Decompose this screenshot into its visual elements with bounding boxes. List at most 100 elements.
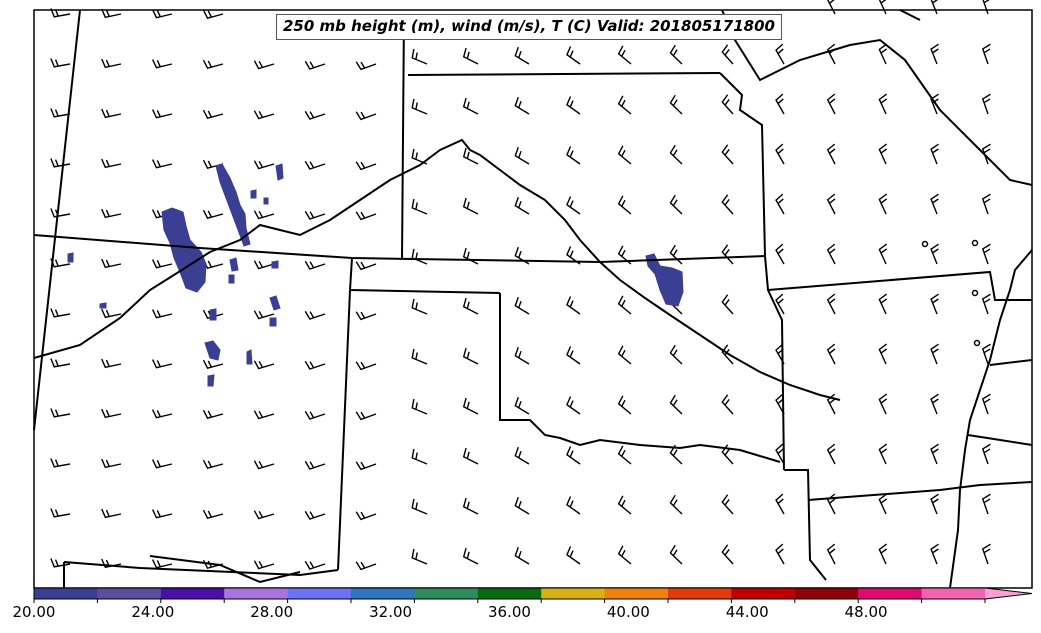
wind-barb [462,197,479,215]
colorbar-tick-label: 36.00 [488,603,531,621]
wind-barb [462,447,479,465]
jet-streak-wy-north [215,163,251,247]
wind-barb [253,60,275,70]
wind-barb [253,460,275,470]
wind-barb [878,93,888,115]
wind-barb [151,9,173,19]
wind-barb [355,161,377,171]
colorbar-tick-label: 32.00 [369,603,413,621]
calm-markers [921,239,981,347]
wind-barb [721,494,734,515]
wind-barb [355,511,377,521]
wind-barb [981,43,991,65]
wind-barb [514,547,530,565]
colorbar-tick-label: 20.00 [12,603,56,621]
wind-barb [878,243,888,265]
wind-barb [253,110,275,120]
wind-barb [304,360,326,370]
wind-barb [930,393,939,415]
jet-fleck-12 [67,252,74,263]
wind-barb [304,410,326,420]
colorbar-segment [858,588,923,599]
state-line-ne-ia [719,72,766,257]
wind-barb [355,261,377,271]
wind-barb [101,408,122,419]
wind-barb [304,460,326,470]
wind-barb [617,395,632,415]
wind-barb [826,343,836,365]
wind-barb [355,111,377,121]
wind-barb [721,144,734,165]
wind-barb [775,193,785,215]
wind-barb [151,509,173,519]
wind-barb [355,561,377,571]
wind-barb [878,143,888,165]
wind-barb [721,194,734,215]
wind-barb [101,258,122,269]
wind-barb [721,294,734,315]
wind-barb [50,8,71,18]
wind-barb [721,244,734,265]
wind-barb [411,198,428,215]
wind-barb [775,243,785,265]
wind-barb [981,243,991,265]
wind-barb [462,147,479,165]
wind-barb [775,43,785,65]
wind-barb [930,143,939,165]
wind-barb [669,244,683,265]
wind-barb [253,160,275,170]
wind-barb [826,393,836,415]
colorbar-segment [160,588,225,599]
wind-barb [355,211,377,221]
jet-fleck-3 [263,197,269,205]
wind-barb [411,48,428,65]
state-line-tn-ms [989,359,1033,366]
wind-barb [826,143,836,165]
wind-barb [981,393,991,415]
wind-barb [669,544,683,565]
state-line-ms-al [967,434,1033,446]
jet-streak-wy-co [161,207,207,293]
colorbar-tick-label: 28.00 [250,603,294,621]
wind-barb [775,543,785,565]
wind-barb [721,44,734,65]
wind-barb [878,493,888,515]
wind-barb [411,498,428,515]
wind-barb [878,343,888,365]
wind-barb [304,560,326,570]
wind-barb [930,543,939,565]
wind-barb [669,94,683,115]
state-line-ne-north [899,9,921,21]
wind-barb [617,95,632,115]
wind-barb [462,347,479,365]
wind-barb [566,96,581,115]
wind-barb [151,159,173,169]
wind-barb [304,510,326,520]
wind-barb [202,459,224,469]
state-line-tx-south [63,561,339,577]
state-line-ks-ok [764,255,785,471]
colorbar-segment [604,588,669,599]
wind-barb [101,108,122,119]
state-line-mo-east [721,9,1033,186]
wind-barb [355,361,377,371]
wind-barb [514,347,530,365]
wind-barb [514,147,530,165]
wind-barb [462,247,479,265]
wind-barb [617,345,632,365]
wind-barb [411,448,428,465]
state-line-ne-ks-west [407,72,721,76]
wind-barb [775,493,785,515]
wind-barb [151,359,173,369]
wind-barb [355,461,377,471]
wind-barb [566,446,581,465]
wind-barb [669,394,683,415]
wind-barb [669,494,683,515]
wind-barb [304,60,326,70]
wind-barb [981,93,991,115]
jet-streak-kansas [645,253,684,307]
wind-barb [304,210,326,220]
wind-barb [826,93,836,115]
wind-barb [878,0,887,15]
